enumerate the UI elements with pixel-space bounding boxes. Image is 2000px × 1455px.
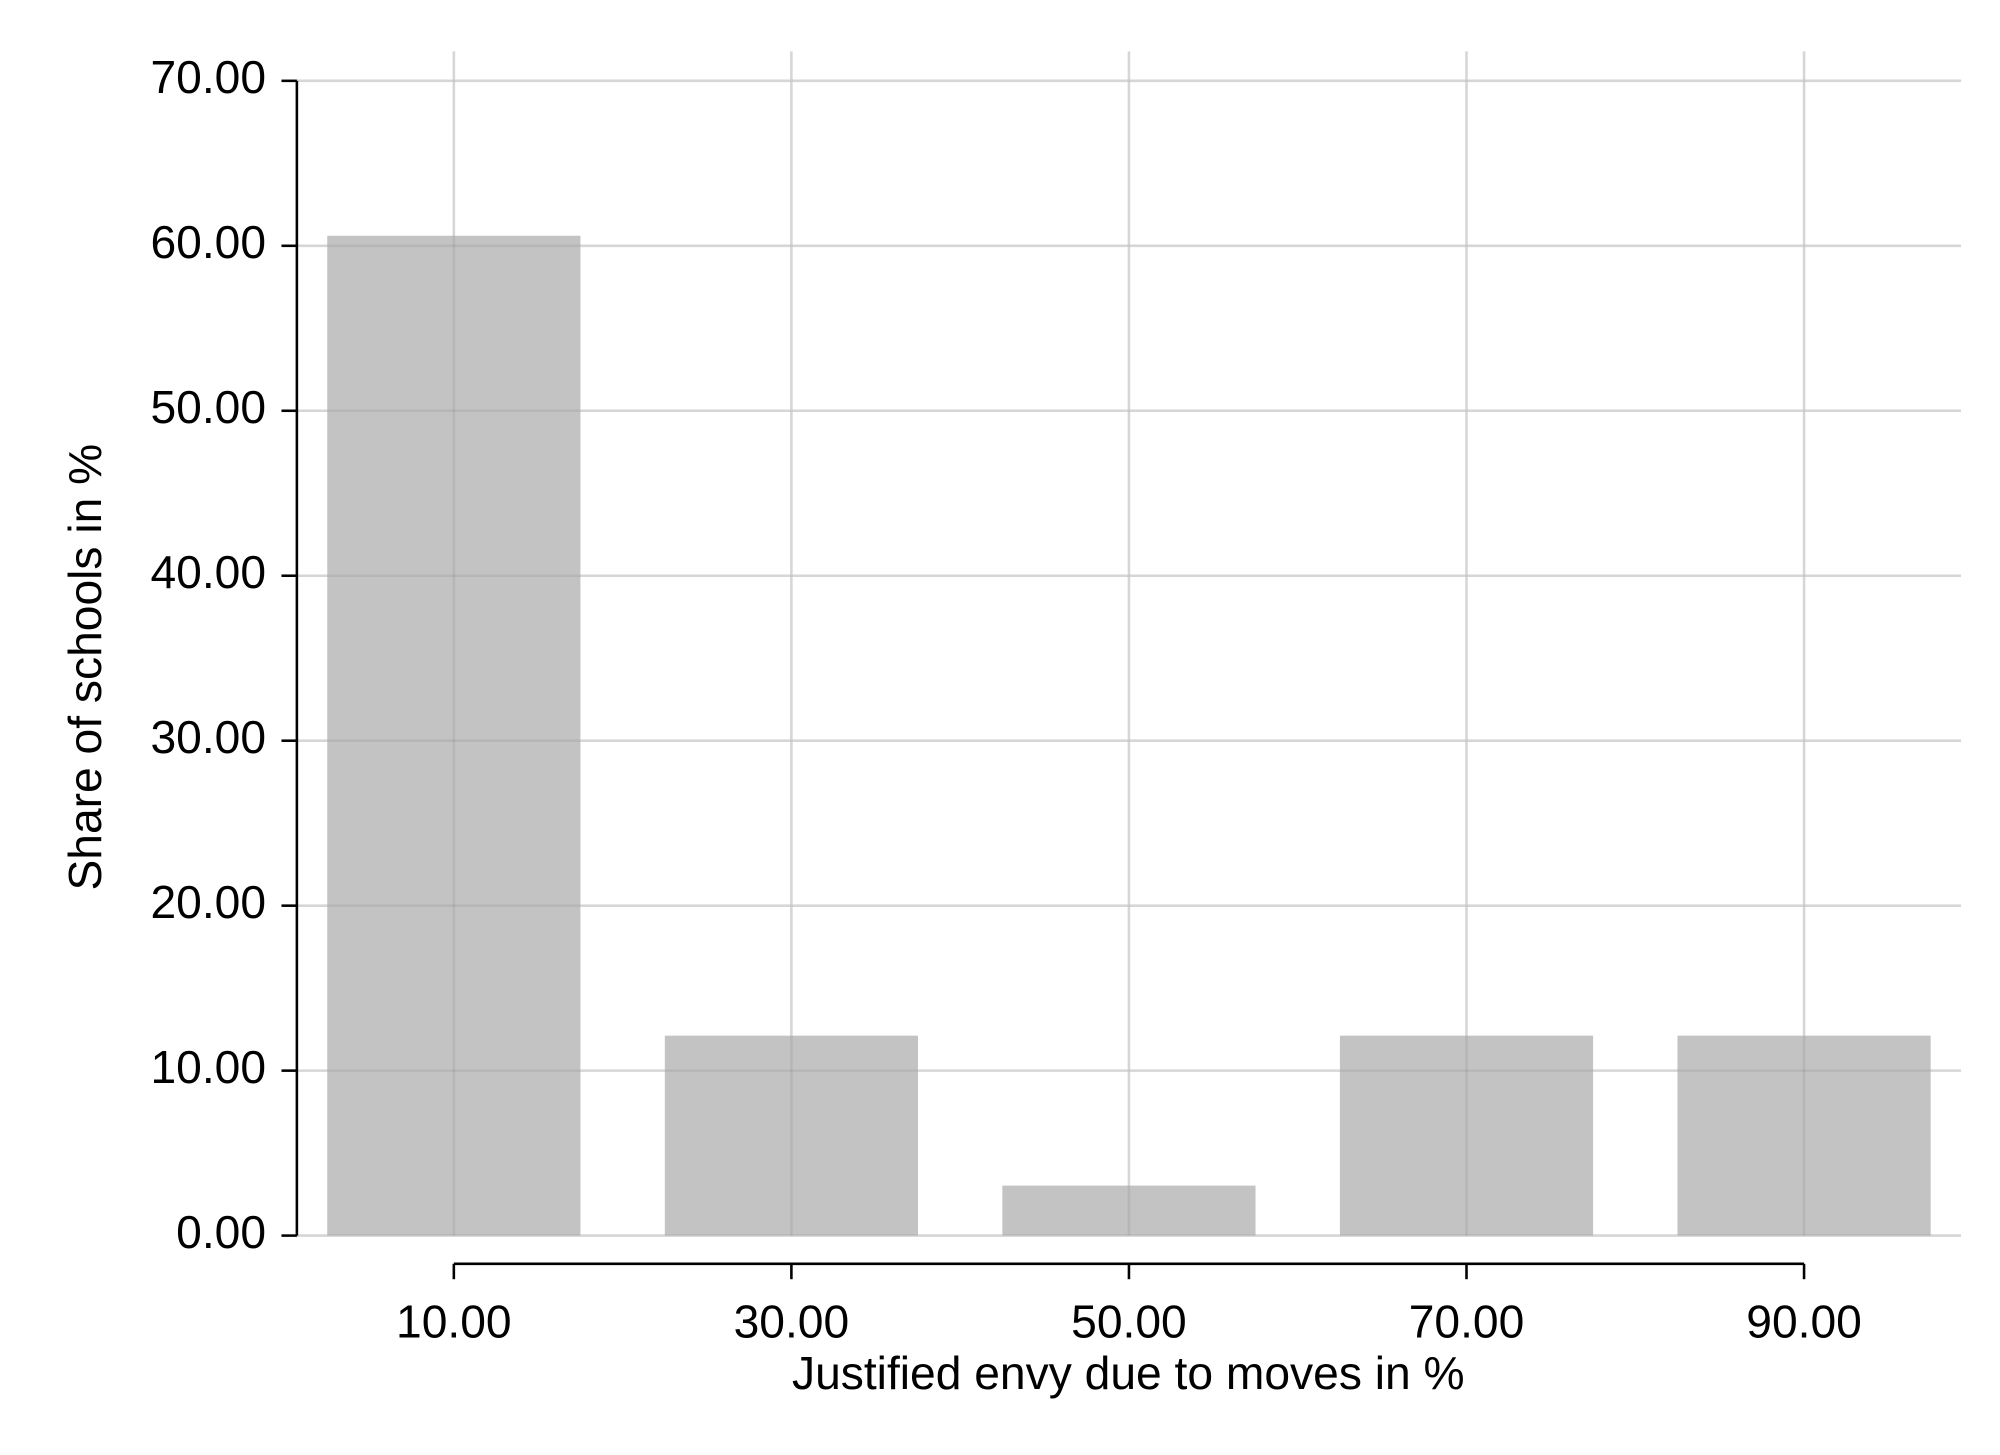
- y-tick-label: 60.00: [150, 216, 266, 268]
- x-axis-title: Justified envy due to moves in %: [792, 1347, 1465, 1399]
- x-tick-label: 70.00: [1409, 1296, 1525, 1348]
- y-tick-label: 50.00: [150, 381, 266, 433]
- y-tick-label: 0.00: [176, 1206, 266, 1258]
- x-tick-label: 90.00: [1746, 1296, 1862, 1348]
- x-tick-label: 50.00: [1071, 1296, 1187, 1348]
- y-tick-label: 70.00: [150, 51, 266, 103]
- bar: [1339, 1035, 1594, 1236]
- y-tick-label: 20.00: [150, 876, 266, 928]
- bar: [1677, 1035, 1931, 1236]
- y-axis-title: Share of schools in %: [59, 444, 111, 891]
- y-tick-label: 10.00: [150, 1041, 266, 1093]
- y-tick-label: 30.00: [150, 711, 266, 763]
- y-tick-label: 40.00: [150, 546, 266, 598]
- x-tick-label: 10.00: [396, 1296, 512, 1348]
- x-tick-label: 30.00: [734, 1296, 850, 1348]
- bar: [1002, 1185, 1256, 1236]
- bar: [327, 235, 581, 1236]
- bar: [664, 1035, 918, 1236]
